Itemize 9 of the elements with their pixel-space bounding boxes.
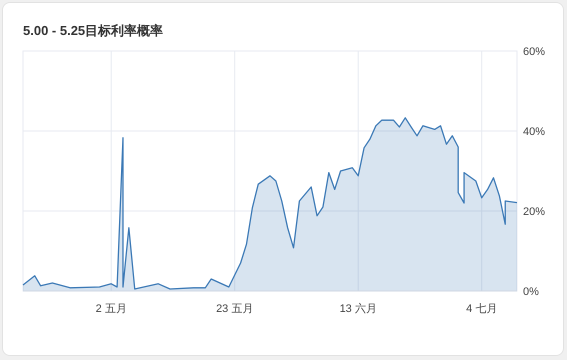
y-tick-label: 60% — [523, 46, 546, 58]
x-tick-label: 2 五月 — [96, 303, 127, 315]
x-tick-label: 13 六月 — [340, 302, 377, 315]
y-tick-label: 40% — [523, 126, 546, 138]
x-tick-label: 4 七月 — [466, 302, 498, 315]
y-tick-label: 20% — [523, 206, 546, 218]
x-tick-label: 23 五月 — [216, 303, 254, 315]
y-tick-label: 0% — [523, 286, 540, 298]
chart-title: 5.00 - 5.25目标利率概率 — [23, 23, 164, 38]
